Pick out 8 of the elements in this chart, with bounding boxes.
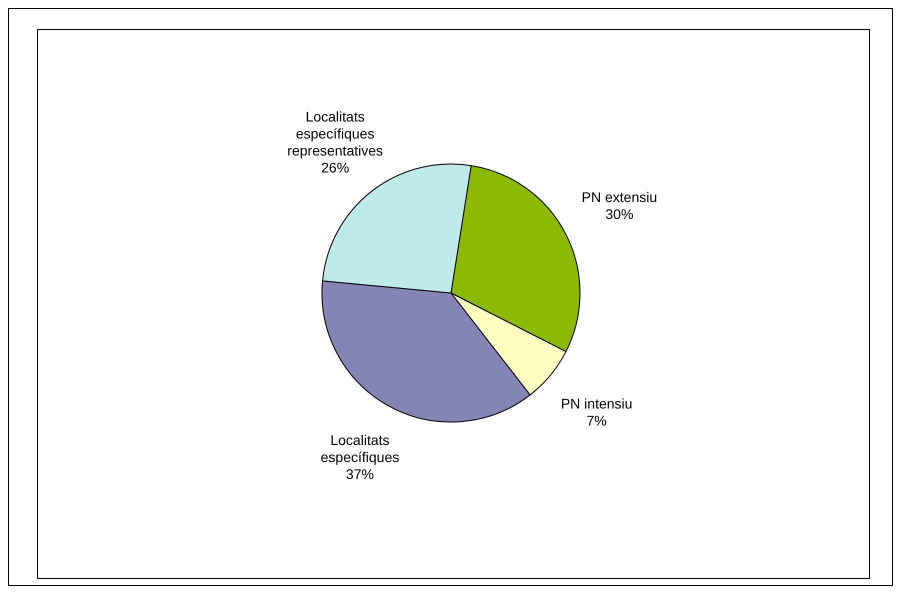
data-label: 7% — [586, 412, 607, 428]
slice-label: Localitats específiques — [320, 432, 400, 466]
slice-label: Localitats específiques representatives — [287, 108, 384, 159]
data-label: 37% — [346, 466, 374, 482]
data-label: 30% — [605, 206, 634, 222]
slice-label: PN extensiu — [582, 189, 658, 206]
slice-label: PN intensiu — [560, 395, 632, 412]
data-label: 26% — [321, 160, 350, 176]
